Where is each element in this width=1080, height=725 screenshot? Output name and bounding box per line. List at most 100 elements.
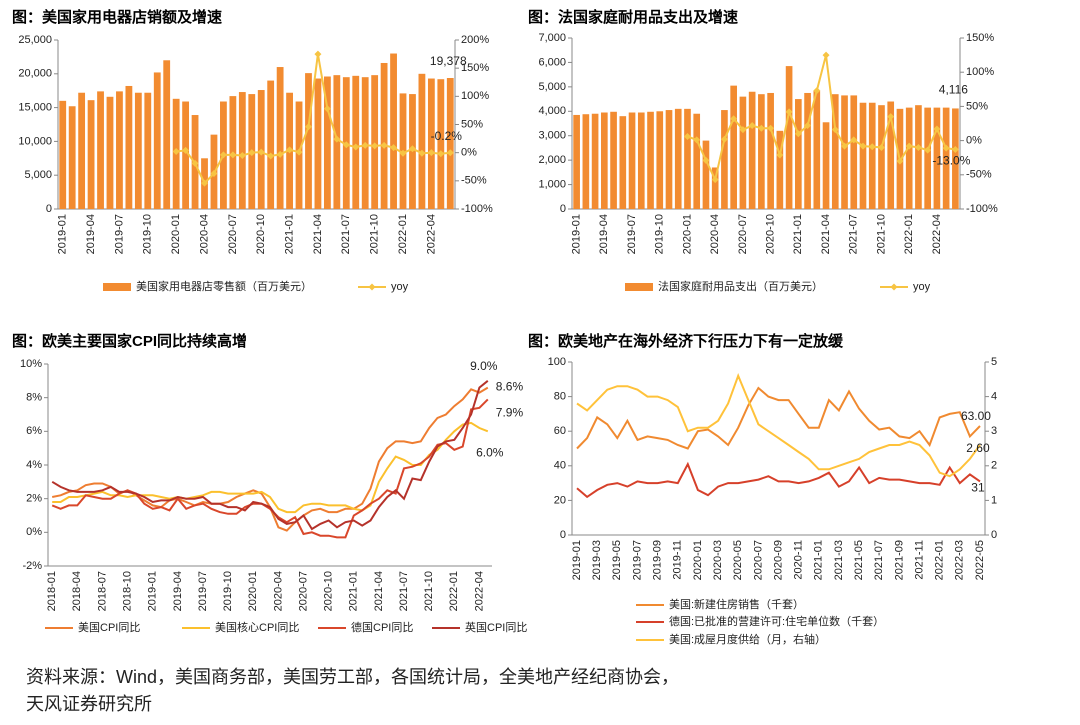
- y-tick-label: 2,000: [538, 154, 566, 166]
- x-tick-label: 2019-01: [571, 214, 583, 254]
- y2-tick-label: 2: [991, 460, 997, 472]
- x-tick-label: 2020-01: [247, 571, 259, 611]
- y2-tick-label: 0: [991, 529, 997, 541]
- bar: [674, 108, 682, 209]
- chart-title: 图：欧美地产在海外经济下行压力下有一定放缓: [528, 332, 844, 350]
- bar: [831, 94, 839, 209]
- y-tick-label: 3,000: [538, 130, 566, 142]
- y-tick-label: 0: [46, 203, 52, 215]
- legend-label: 美国:成屋月度供给（月，右轴）: [669, 632, 826, 646]
- x-tick-label: 2020-01: [681, 214, 693, 254]
- bar: [116, 91, 123, 209]
- marker: [314, 50, 322, 58]
- y-tick-label: 1,000: [538, 178, 566, 190]
- marker: [702, 156, 710, 164]
- bar: [730, 85, 737, 209]
- marker: [446, 149, 454, 157]
- x-tick-label: 2021-01: [283, 214, 295, 254]
- x-tick-label: 2020-04: [272, 571, 284, 611]
- bar: [656, 111, 664, 209]
- marker: [323, 105, 331, 113]
- y2-tick-label: 0%: [966, 135, 982, 147]
- marker: [371, 142, 379, 150]
- marker: [380, 141, 388, 149]
- legend-marker: [890, 283, 898, 291]
- legend-label: 美国CPI同比: [78, 621, 140, 634]
- marker: [711, 176, 719, 184]
- legend-swatch: [625, 283, 653, 291]
- marker: [427, 149, 435, 157]
- marker: [304, 123, 312, 131]
- marker: [352, 143, 360, 151]
- y2-tick-label: -50%: [461, 175, 487, 187]
- x-tick-label: 2021-10: [369, 214, 381, 254]
- data-label: 31: [971, 481, 985, 495]
- y-tick-label: 15,000: [18, 102, 52, 114]
- bar: [887, 101, 895, 209]
- legend-label: yoy: [913, 281, 931, 293]
- x-tick-label: 2019-10: [222, 571, 234, 611]
- marker: [295, 148, 303, 156]
- marker: [238, 151, 246, 159]
- marker: [286, 146, 294, 154]
- y-tick-label: 0%: [26, 526, 42, 538]
- bar: [106, 96, 114, 209]
- x-tick-label: 2019-11: [672, 540, 684, 580]
- legend-marker: [368, 283, 376, 291]
- chart-title: 图：欧美主要国家CPI同比持续高增: [12, 332, 247, 350]
- bar: [647, 111, 654, 209]
- marker: [739, 126, 747, 134]
- data-label: 2.60: [966, 441, 990, 455]
- x-tick-label: 2021-10: [423, 571, 435, 611]
- y2-tick-label: 100%: [966, 66, 994, 78]
- x-tick-label: 2021-01: [792, 214, 804, 254]
- marker: [831, 126, 839, 134]
- y2-tick-label: 150%: [461, 62, 489, 74]
- bar: [665, 110, 673, 209]
- bar: [721, 110, 728, 209]
- legend-label: 美国核心CPI同比: [215, 620, 299, 634]
- x-tick-label: 2018-10: [121, 571, 133, 611]
- x-tick-label: 2020-07: [752, 540, 764, 580]
- marker: [276, 150, 284, 158]
- marker: [399, 149, 407, 157]
- bar: [163, 60, 171, 209]
- legend-label: yoy: [391, 281, 409, 293]
- bar: [446, 78, 454, 209]
- bar: [437, 79, 445, 209]
- line: [52, 421, 489, 514]
- y-tick-label: 100: [548, 356, 566, 368]
- x-tick-label: 2021-10: [875, 214, 887, 254]
- bar: [924, 107, 931, 209]
- x-tick-label: 2020-10: [323, 571, 335, 611]
- bar: [841, 95, 848, 209]
- y-tick-label: 6%: [26, 425, 42, 437]
- data-label: 6.0%: [476, 446, 504, 460]
- bar: [619, 116, 627, 209]
- x-tick-label: 2021-07: [873, 540, 885, 580]
- y-tick-label: 25,000: [18, 34, 52, 46]
- marker: [748, 122, 756, 130]
- y-tick-label: 7,000: [538, 32, 566, 44]
- marker: [210, 170, 218, 178]
- y-tick-label: 5,000: [24, 169, 52, 181]
- marker: [720, 135, 728, 143]
- bar: [352, 75, 360, 209]
- x-tick-label: 2022-01: [397, 214, 409, 254]
- marker: [767, 124, 775, 132]
- marker: [877, 143, 885, 151]
- legend-label: 法国家庭耐用品支出（百万美元）: [658, 279, 823, 293]
- source: 资料来源：Wind，美国商务部，美国劳工部，各国统计局，全美地产经纪商协会，: [26, 667, 679, 687]
- x-tick-label: 2021-11: [913, 540, 925, 580]
- bar: [868, 102, 876, 209]
- bar: [785, 66, 793, 209]
- x-tick-label: 2021-04: [820, 214, 832, 254]
- data-label: -13.0%: [932, 154, 970, 168]
- bar: [942, 107, 950, 209]
- x-tick-label: 2019-04: [85, 214, 97, 254]
- y2-tick-label: -100%: [966, 203, 998, 215]
- y-tick-label: 4,000: [538, 105, 566, 117]
- marker: [942, 144, 950, 152]
- bar: [182, 101, 190, 209]
- marker: [776, 151, 784, 159]
